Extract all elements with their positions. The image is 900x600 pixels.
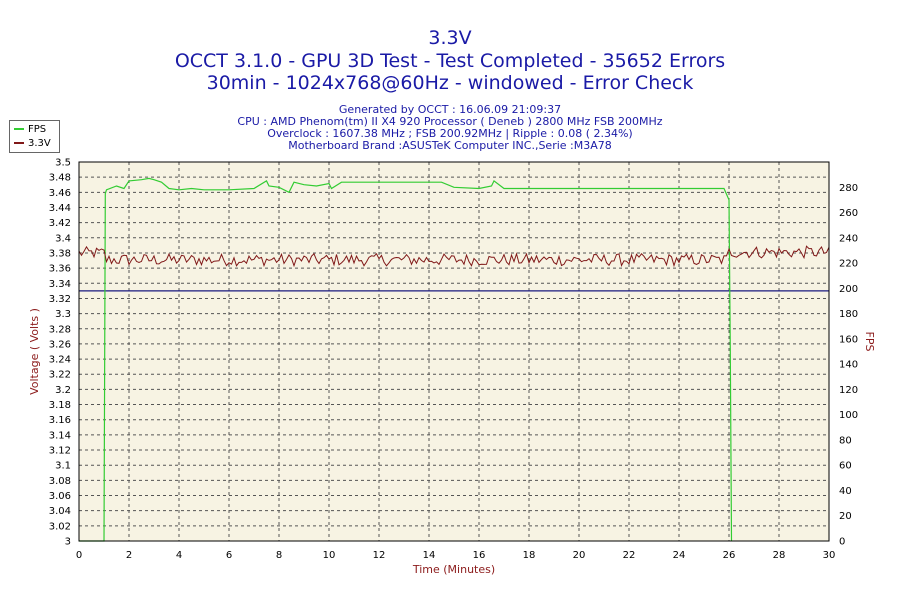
series-line-voltage [78,245,830,268]
series-group [78,177,830,542]
x-tick-label: 6 [226,550,232,561]
y-right-tick-label: 20 [839,511,852,522]
chart-title: 3.3V [428,27,472,49]
y-right-tick-label: 40 [839,486,852,497]
y-left-tick-label: 3.5 [55,158,71,169]
y-left-tick-label: 3.38 [49,248,71,259]
y-left-tick-label: 3.42 [49,218,71,229]
y-left-tick-label: 3.04 [49,506,71,517]
grid [79,162,829,541]
x-tick-label: 18 [523,550,536,561]
x-tick-label: 4 [176,550,182,561]
y-left-tick-label: 3.08 [49,476,71,487]
y-left-tick-label: 3.18 [49,400,71,411]
y-right-tick-label: 180 [839,309,858,320]
generated-info: Generated by OCCT : 16.06.09 21:09:37 [338,103,562,116]
legend-label-voltage: 3.3V [28,137,51,149]
y-right-tick-label: 200 [839,284,858,295]
chart-legend: FPS 3.3V [9,120,60,153]
y-left-tick-label: 3.16 [49,415,71,426]
y-left-tick-label: 3.22 [49,370,71,381]
x-tick-label: 22 [623,550,636,561]
x-tick-label: 16 [473,550,486,561]
y-left-tick-label: 3.28 [49,324,71,335]
y-left-tick-label: 3.02 [49,521,71,532]
cpu-info: CPU : AMD Phenom(tm) II X4 920 Processor… [237,115,663,128]
x-tick-label: 12 [373,550,386,561]
y-left-tick-label: 3.26 [49,339,71,350]
x-tick-label: 2 [126,550,132,561]
y-right-tick-label: 240 [839,233,858,244]
y-left-tick-label: 3.3 [55,309,71,320]
plot-border [78,161,830,542]
y-left-tick-label: 3.06 [49,491,71,502]
series-line-fps [79,177,733,542]
x-axis-title: Time (Minutes) [412,563,495,576]
y-right-tick-label: 80 [839,435,852,446]
x-tick-label: 8 [276,550,282,561]
y-left-tick-label: 3.34 [49,279,71,290]
y-left-tick-label: 3 [65,537,71,548]
y-left-tick-label: 3.1 [55,461,71,472]
plot-area [79,162,829,541]
y-right-tick-label: 0 [839,537,845,548]
y-right-tick-label: 280 [839,183,858,194]
x-tick-label: 20 [573,550,586,561]
y-left-tick-label: 3.4 [55,233,71,244]
legend-item-voltage: 3.3V [14,137,51,149]
x-tick-label: 24 [673,550,686,561]
x-tick-label: 26 [723,550,736,561]
tick-labels: 0 2 4 6 8 10 12 14 16 18 20 22 24 26 28 3033.023.043.06… [49,158,858,562]
y-right-tick-label: 60 [839,461,852,472]
y-left-tick-label: 3.12 [49,446,71,457]
x-tick-label: 0 [76,550,82,561]
y-left-tick-label: 3.32 [49,294,71,305]
y-left-tick-label: 3.36 [49,264,71,275]
legend-item-fps: FPS [14,123,46,135]
legend-swatch-voltage [14,142,24,144]
y-right-tick-label: 160 [839,334,858,345]
y-left-tick-label: 3.46 [49,188,71,199]
y-left-tick-label: 3.2 [55,385,71,396]
y-right-tick-label: 220 [839,259,858,270]
y-left-tick-label: 3.48 [49,173,71,184]
y-right-tick-label: 100 [839,410,858,421]
y-left-tick-label: 3.24 [49,355,71,366]
x-tick-label: 30 [823,550,836,561]
motherboard-info: Motherboard Brand :ASUSTeK Computer INC.… [288,139,612,152]
x-tick-label: 14 [423,550,436,561]
y-axis-left-title: Voltage ( Volts ) [28,308,41,395]
y-axis-right-title: FPS [863,332,876,352]
y-right-tick-label: 260 [839,208,858,219]
y-right-tick-label: 120 [839,385,858,396]
legend-swatch-fps [14,128,24,130]
y-right-tick-label: 140 [839,360,858,371]
x-tick-label: 10 [323,550,336,561]
x-tick-label: 28 [773,550,786,561]
y-left-tick-label: 3.14 [49,430,71,441]
overclock-info: Overclock : 1607.38 MHz ; FSB 200.92MHz … [267,127,633,140]
y-left-tick-label: 3.44 [49,203,71,214]
chart-subtitle-test: OCCT 3.1.0 - GPU 3D Test - Test Complete… [174,50,726,72]
chart-subtitle-settings: 30min - 1024x768@60Hz - windowed - Error… [206,72,694,94]
legend-label-fps: FPS [28,123,47,135]
